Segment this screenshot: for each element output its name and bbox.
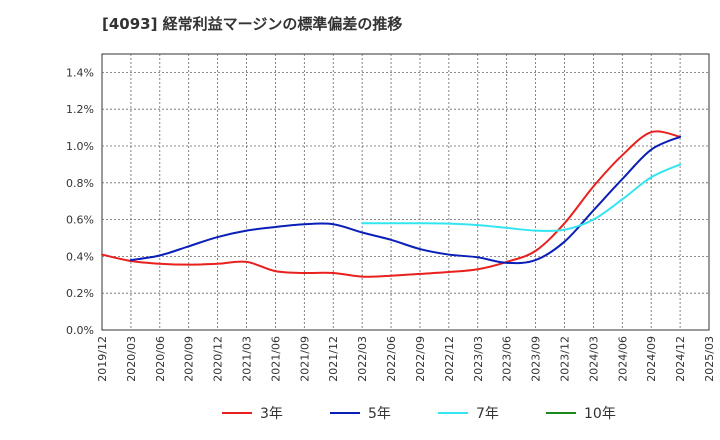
x-tick-label: 2022/12 xyxy=(443,336,456,382)
x-tick-label: 2024/03 xyxy=(587,336,600,382)
plot-area xyxy=(101,53,710,331)
legend-label-1: 5年 xyxy=(368,406,391,422)
x-tick-label: 2022/06 xyxy=(385,336,398,382)
x-tick-label: 2024/09 xyxy=(645,336,658,382)
y-tick-label: 1.4% xyxy=(66,66,94,79)
y-tick-label: 0.6% xyxy=(66,214,94,227)
x-tick-label: 2020/03 xyxy=(125,336,138,382)
legend: 3年 5年 7年 10年 xyxy=(222,406,616,422)
x-tick-label: 2020/12 xyxy=(212,336,225,382)
x-tick-label: 2020/09 xyxy=(183,336,196,382)
legend-label-2: 7年 xyxy=(476,406,499,422)
x-tick-label: 2020/06 xyxy=(154,336,167,382)
x-tick-label: 2023/09 xyxy=(530,336,543,382)
x-tick-label: 2021/03 xyxy=(241,336,254,382)
series-line-2 xyxy=(361,163,682,232)
legend-label-0: 3年 xyxy=(260,406,283,422)
x-tick-label: 2019/12 xyxy=(96,336,109,382)
y-tick-label: 0.2% xyxy=(66,287,94,300)
x-tick-label: 2021/06 xyxy=(269,336,282,382)
x-tick-label: 2021/09 xyxy=(298,336,311,382)
x-tick-label: 2022/03 xyxy=(356,336,369,382)
series-lines xyxy=(101,130,682,278)
y-tick-label: 0.0% xyxy=(66,324,94,337)
x-tick-label: 2022/09 xyxy=(414,336,427,382)
y-axis-ticks: 0.0% 0.2% 0.4% 0.6% 0.8% 1.0% 1.2% 1.4% xyxy=(66,66,94,337)
y-tick-label: 1.2% xyxy=(66,103,94,116)
legend-label-3: 10年 xyxy=(584,406,616,422)
x-tick-label: 2023/06 xyxy=(501,336,514,382)
x-tick-label: 2021/12 xyxy=(327,336,340,382)
y-tick-label: 1.0% xyxy=(66,140,94,153)
y-tick-label: 0.4% xyxy=(66,250,94,263)
x-axis-ticks: 2019/12 2020/03 2020/06 2020/09 2020/12 2021/… xyxy=(96,336,716,382)
x-tick-label: 2025/03 xyxy=(703,336,716,382)
x-tick-label: 2023/03 xyxy=(472,336,485,382)
series-line-0 xyxy=(101,130,682,278)
x-tick-label: 2024/12 xyxy=(674,336,687,382)
grid xyxy=(102,54,709,330)
series-line-1 xyxy=(129,135,682,265)
y-tick-label: 0.8% xyxy=(66,177,94,190)
chart-title: [4093] 経常利益マージンの標準偏差の推移 xyxy=(102,15,403,33)
x-tick-label: 2024/06 xyxy=(616,336,629,382)
x-tick-label: 2023/12 xyxy=(558,336,571,382)
